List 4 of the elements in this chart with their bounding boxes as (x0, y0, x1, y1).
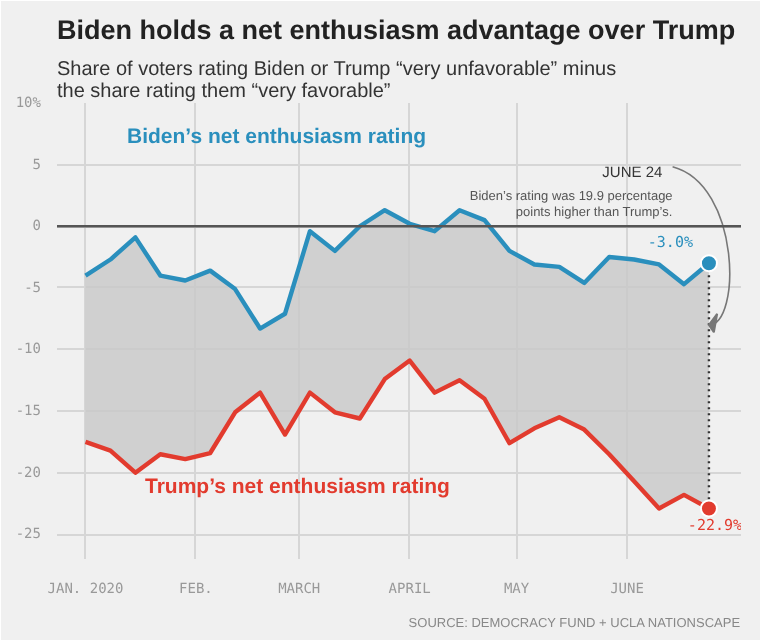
series-label: Trump’s net enthusiasm rating (145, 475, 450, 499)
chart-title: Biden holds a net enthusiasm advantage over Trump (57, 15, 736, 45)
text: Biden’s net enthusiasm rating (127, 125, 427, 149)
chart-subtitle: Share of voters rating Biden or Trump “very unfavorable” minus the share rating them “very favorable” (57, 59, 617, 103)
